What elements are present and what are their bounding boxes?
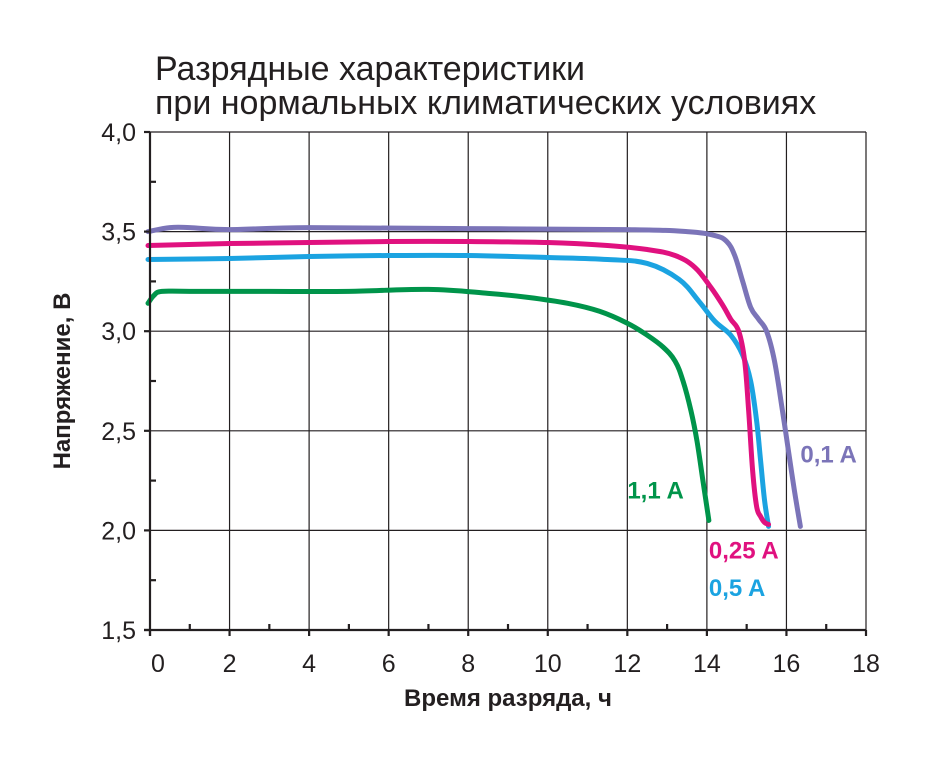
chart-title: Разрядные характеристики — [155, 50, 585, 88]
y-axis-label: Напряжение, В — [49, 293, 76, 470]
series-line-0-5-A — [145, 252, 772, 529]
series-labels: 1,1 A 0,25 A 0,5 A 0,1 A — [627, 442, 857, 602]
x-tick-label-2: 4 — [302, 650, 316, 678]
x-tick-label-1: 2 — [223, 650, 237, 678]
chart-subtitle: при нормальных климатических условиях — [155, 84, 816, 122]
x-axis-label: Время разряда, ч — [404, 685, 612, 712]
series-line-1-1-A — [145, 286, 712, 523]
axes — [144, 130, 868, 636]
y-tick-label-4: 3,5 — [101, 219, 136, 247]
x-tick-label-4: 8 — [461, 650, 475, 678]
grid — [150, 131, 867, 630]
x-tick-label-5: 10 — [534, 650, 562, 678]
x-tick-label-8: 16 — [773, 650, 801, 678]
series-line-0-25-A — [145, 238, 772, 527]
y-tick-label-3: 3,0 — [101, 318, 136, 346]
x-tick-label-9: 18 — [852, 650, 880, 678]
x-tick-label-7: 14 — [693, 650, 721, 678]
y-tick-label-1: 2,0 — [101, 517, 136, 545]
series-label-2: 0,5 A — [709, 575, 765, 602]
x-tick-label-6: 12 — [613, 650, 641, 678]
y-tick-label-0: 1,5 — [101, 617, 136, 645]
x-tick-label-3: 6 — [382, 650, 396, 678]
series-line-0-1-A — [145, 224, 803, 529]
series-label-1: 0,25 A — [709, 537, 779, 564]
y-tick-label-2: 2,5 — [101, 418, 136, 446]
series-lines — [145, 224, 803, 529]
x-tick-label-0: 0 — [151, 650, 165, 678]
tick-labels: 0 2 4 6 8 10 12 14 16 18 1,5 2,0 2,5 3,0 3,5 4,0 — [101, 119, 880, 678]
y-tick-label-5: 4,0 — [101, 119, 136, 147]
series-label-0: 1,1 A — [627, 478, 683, 505]
series-label-3: 0,1 A — [800, 442, 856, 469]
